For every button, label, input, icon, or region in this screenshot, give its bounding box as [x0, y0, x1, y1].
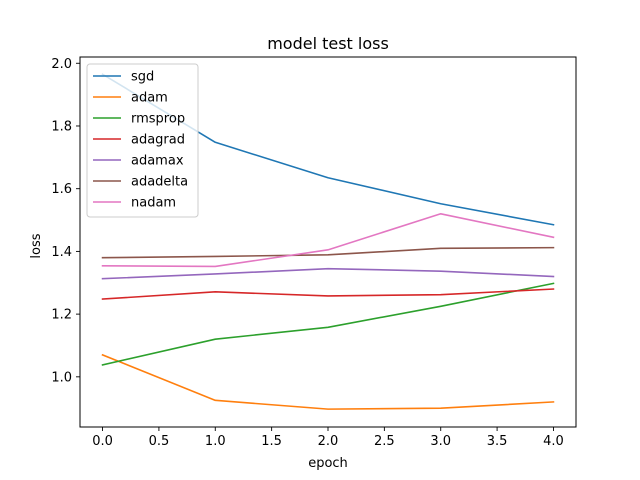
legend-label-adamax: adamax [131, 154, 184, 169]
legend-label-adadelta: adadelta [131, 175, 188, 190]
x-tick-label: 3.5 [487, 434, 508, 449]
y-tick-label: 1.2 [51, 308, 72, 323]
chart-title: model test loss [267, 34, 389, 53]
series-line-adadelta [101, 246, 555, 259]
y-tick-label: 1.6 [51, 182, 72, 197]
legend-label-adagrad: adagrad [131, 133, 185, 148]
series-line-adagrad [101, 288, 555, 300]
x-tick-label: 2.5 [374, 434, 395, 449]
y-tick-label: 1.8 [51, 119, 72, 134]
legend: sgd adam rmsprop adagrad adamax adadelta nadam [86, 63, 199, 218]
x-axis-label: epoch [308, 456, 348, 471]
x-tick-label: 3.0 [430, 434, 451, 449]
series-line-nadam [101, 212, 555, 268]
y-tick-label: 1.4 [51, 245, 72, 260]
x-tick-label: 1.5 [261, 434, 282, 449]
series-line-adamax [101, 267, 555, 280]
y-axis-label: loss [29, 233, 44, 258]
legend-label-nadam: nadam [131, 196, 176, 211]
x-axis: 0.0 0.5 1.0 1.5 2.0 2.5 3.0 3.5 4.0 [92, 427, 564, 449]
x-tick-label: 1.0 [205, 434, 226, 449]
y-tick-label: 1.0 [51, 370, 72, 385]
legend-label-sgd: sgd [131, 70, 154, 85]
legend-label-rmsprop: rmsprop [131, 112, 185, 127]
y-axis: 1.0 1.2 1.4 1.6 1.8 2.0 [51, 57, 80, 385]
x-tick-label: 4.0 [543, 434, 564, 449]
y-tick-label: 2.0 [51, 57, 72, 72]
x-tick-label: 2.0 [318, 434, 339, 449]
legend-box [86, 63, 199, 218]
x-tick-label: 0.0 [92, 434, 113, 449]
series-line-adam [101, 353, 555, 410]
legend-label-adam: adam [131, 91, 168, 106]
series-line-rmsprop [101, 282, 555, 366]
x-tick-label: 0.5 [149, 434, 170, 449]
